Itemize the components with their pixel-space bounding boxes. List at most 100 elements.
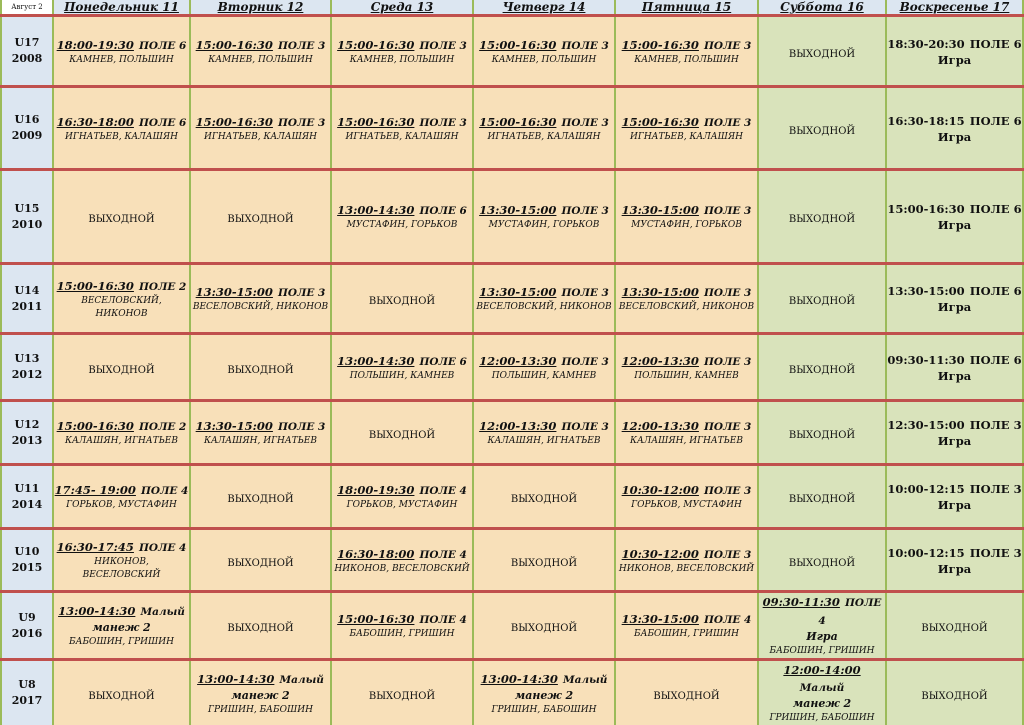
session-time: 10:00-12:15 xyxy=(887,482,964,496)
coaches: ПОЛЬШИН, КАМНЕВ xyxy=(474,370,614,383)
session-time: 12:00-13:30 xyxy=(479,419,556,433)
birth-year: 2012 xyxy=(12,368,43,381)
session-time: 17:45- 19:00 xyxy=(55,483,136,497)
session-place: ПОЛЕ 4 xyxy=(420,614,467,626)
session-extra: манеж 2 xyxy=(759,696,885,712)
session-extra: Игра xyxy=(887,217,1022,233)
coaches: НИКОНОВ, ВЕСЕЛОВСКИЙ xyxy=(54,556,189,582)
session-line: 17:45- 19:00 ПОЛЕ 4 xyxy=(54,481,189,499)
session-place: ПОЛЕ 4 xyxy=(139,542,186,554)
session-extra: манеж 2 xyxy=(54,620,189,636)
schedule-cell: ВЫХОДНОЙ xyxy=(331,264,473,334)
session-place: ПОЛЕ 6 xyxy=(139,117,186,129)
session-time: 15:00-16:30 xyxy=(57,419,134,433)
schedule-cell: ВЫХОДНОЙ xyxy=(758,16,886,87)
session-time: 16:30-17:45 xyxy=(57,540,134,554)
day-off-label: ВЫХОДНОЙ xyxy=(227,214,293,225)
session-time: 09:30-11:30 xyxy=(763,595,840,609)
session-time: 10:00-12:15 xyxy=(887,546,964,560)
session-time: 15:00-16:30 xyxy=(622,38,699,52)
session-time: 15:00-16:30 xyxy=(57,279,134,293)
coaches: БАБОШИН, ГРИШИН xyxy=(616,628,757,641)
coaches: ИГНАТЬЕВ, КАЛАШЯН xyxy=(332,131,472,144)
day-off-label: ВЫХОДНОЙ xyxy=(789,126,855,137)
age-group: U12 xyxy=(15,418,40,431)
schedule-cell: ВЫХОДНОЙ xyxy=(758,170,886,264)
schedule-cell: ВЫХОДНОЙ xyxy=(758,334,886,401)
session-time: 15:00-16:30 xyxy=(337,612,414,626)
session-place: ПОЛЕ 6 xyxy=(970,37,1022,51)
session-time: 16:30-18:00 xyxy=(57,115,134,129)
session-place: ПОЛЕ 6 xyxy=(420,356,467,368)
session-time: 13:00-14:30 xyxy=(481,672,558,686)
day-off-label: ВЫХОДНОЙ xyxy=(653,691,719,702)
session-time: 13:30-15:00 xyxy=(196,419,273,433)
session-line: 12:00-14:00 Малый xyxy=(759,661,885,696)
session-place: ПОЛЕ 4 xyxy=(704,614,751,626)
session-extra: Игра xyxy=(887,299,1022,315)
session-place: Малый xyxy=(140,606,184,618)
age-group: U13 xyxy=(15,352,40,365)
session-time: 13:30-15:00 xyxy=(196,285,273,299)
session-place: ПОЛЕ 3 xyxy=(562,117,609,129)
schedule-cell: ВЫХОДНОЙ xyxy=(53,334,190,401)
schedule-cell: ВЫХОДНОЙ xyxy=(615,660,758,725)
birth-year: 2014 xyxy=(12,498,43,511)
coaches: НИКОНОВ, ВЕСЕЛОВСКИЙ xyxy=(616,563,757,576)
session-place: ПОЛЕ 6 xyxy=(970,353,1022,367)
birth-year: 2015 xyxy=(12,561,43,574)
age-group: U17 xyxy=(15,36,40,49)
session-place: ПОЛЕ 4 xyxy=(141,485,188,497)
session-place: ПОЛЕ 3 xyxy=(970,546,1022,560)
day-off-label: ВЫХОДНОЙ xyxy=(789,296,855,307)
session-time: 12:00-14:00 xyxy=(783,663,860,677)
session-place: ПОЛЕ 2 xyxy=(139,281,186,293)
schedule-cell: ВЫХОДНОЙ xyxy=(53,170,190,264)
schedule-cell: ВЫХОДНОЙ xyxy=(473,529,615,592)
session-place: ПОЛЕ 3 xyxy=(704,205,751,217)
coaches: МУСТАФИН, ГОРЬКОВ xyxy=(616,219,757,232)
session-time: 18:30-20:30 xyxy=(887,37,964,51)
day-header: Четверг 14 xyxy=(473,0,615,16)
session-place: ПОЛЕ 3 xyxy=(704,549,751,561)
coaches: ПОЛЬШИН, КАМНЕВ xyxy=(616,370,757,383)
schedule-cell: ВЫХОДНОЙ xyxy=(190,529,331,592)
schedule-cell: ВЫХОДНОЙ xyxy=(331,660,473,725)
coaches: ВЕСЕЛОВСКИЙ, НИКОНОВ xyxy=(616,301,757,314)
session-time: 18:00-19:30 xyxy=(337,483,414,497)
session-place: ПОЛЕ 3 xyxy=(562,287,609,299)
schedule-cell: ВЫХОДНОЙ xyxy=(190,170,331,264)
coaches: ГРИШИН, БАБОШИН xyxy=(474,704,614,717)
schedule-cell: ВЫХОДНОЙ xyxy=(886,592,1023,660)
session-extra: Игра xyxy=(887,368,1022,384)
age-group-cell: U13 2012 xyxy=(1,334,53,401)
session-line: 13:30-15:00 ПОЛЕ 3 xyxy=(474,283,614,301)
coaches: КАМНЕВ, ПОЛЬШИН xyxy=(191,54,330,67)
day-off-label: ВЫХОДНОЙ xyxy=(227,623,293,634)
session-time: 12:00-13:30 xyxy=(622,354,699,368)
session-time: 13:30-15:00 xyxy=(887,284,964,298)
coaches: ВЕСЕЛОВСКИЙ, НИКОНОВ xyxy=(191,301,330,314)
coaches: КАМНЕВ, ПОЛЬШИН xyxy=(616,54,757,67)
day-off-label: ВЫХОДНОЙ xyxy=(511,623,577,634)
day-off-label: ВЫХОДНОЙ xyxy=(227,494,293,505)
day-off-label: ВЫХОДНОЙ xyxy=(227,365,293,376)
